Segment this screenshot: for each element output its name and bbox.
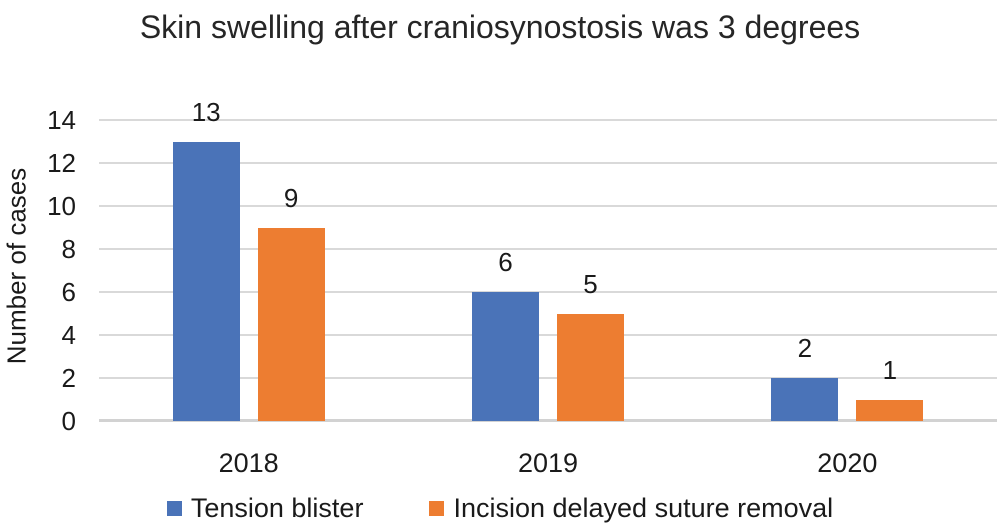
bar-value-label: 13 [191,96,221,127]
legend-label: Incision delayed suture removal [453,493,834,523]
chart-title: Skin swelling after craniosynostosis was… [139,9,861,45]
y-tick-label: 6 [61,277,76,307]
bar-value-label: 1 [882,354,898,385]
gridline-y4 [99,334,997,336]
gridline-y6 [99,291,997,293]
y-tick-label: 8 [61,234,76,264]
legend-item-incision-delayed-suture-removal: Incision delayed suture removal [429,492,833,524]
bar-tension-blister-2018 [172,141,240,421]
x-axis-label-2020: 2020 [817,448,878,478]
bar-tension-blister-2020 [771,378,839,421]
y-tick-label: 14 [47,105,76,135]
gridline-y0 [99,419,997,422]
bar-incision-delayed-suture-removal-2019 [557,313,624,421]
bar-incision-delayed-suture-removal-2018 [257,227,325,421]
y-tick-label: 2 [61,363,76,393]
gridline-y10 [99,205,997,207]
plot-area: 13 9 6 5 2 1 [99,97,997,422]
bar-value-label: 9 [283,182,299,213]
x-axis-label-2018: 2018 [218,448,279,478]
bar-value-label: 5 [583,268,598,299]
bar-incision-delayed-suture-removal-2020 [856,399,924,421]
y-tick-label: 4 [61,320,76,350]
legend-marker-icon [166,500,182,516]
legend-item-tension-blister: Tension blister [166,492,364,524]
gridline-y12 [99,162,997,164]
legend: Tension blister Incision delayed suture r… [0,492,1000,524]
bar-tension-blister-2019 [472,292,539,421]
bar-value-label: 6 [498,247,513,277]
legend-label: Tension blister [190,493,364,523]
y-tick-label: 0 [61,406,76,436]
gridline-y14 [99,119,997,121]
bar-value-label: 2 [797,333,813,363]
legend-marker-icon [429,500,445,516]
x-axis-label-2019: 2019 [517,448,579,478]
y-tick-label: 10 [47,191,76,221]
gridline-y8 [99,248,997,250]
gridline-y2 [99,377,997,379]
y-tick-label: 12 [47,148,76,178]
